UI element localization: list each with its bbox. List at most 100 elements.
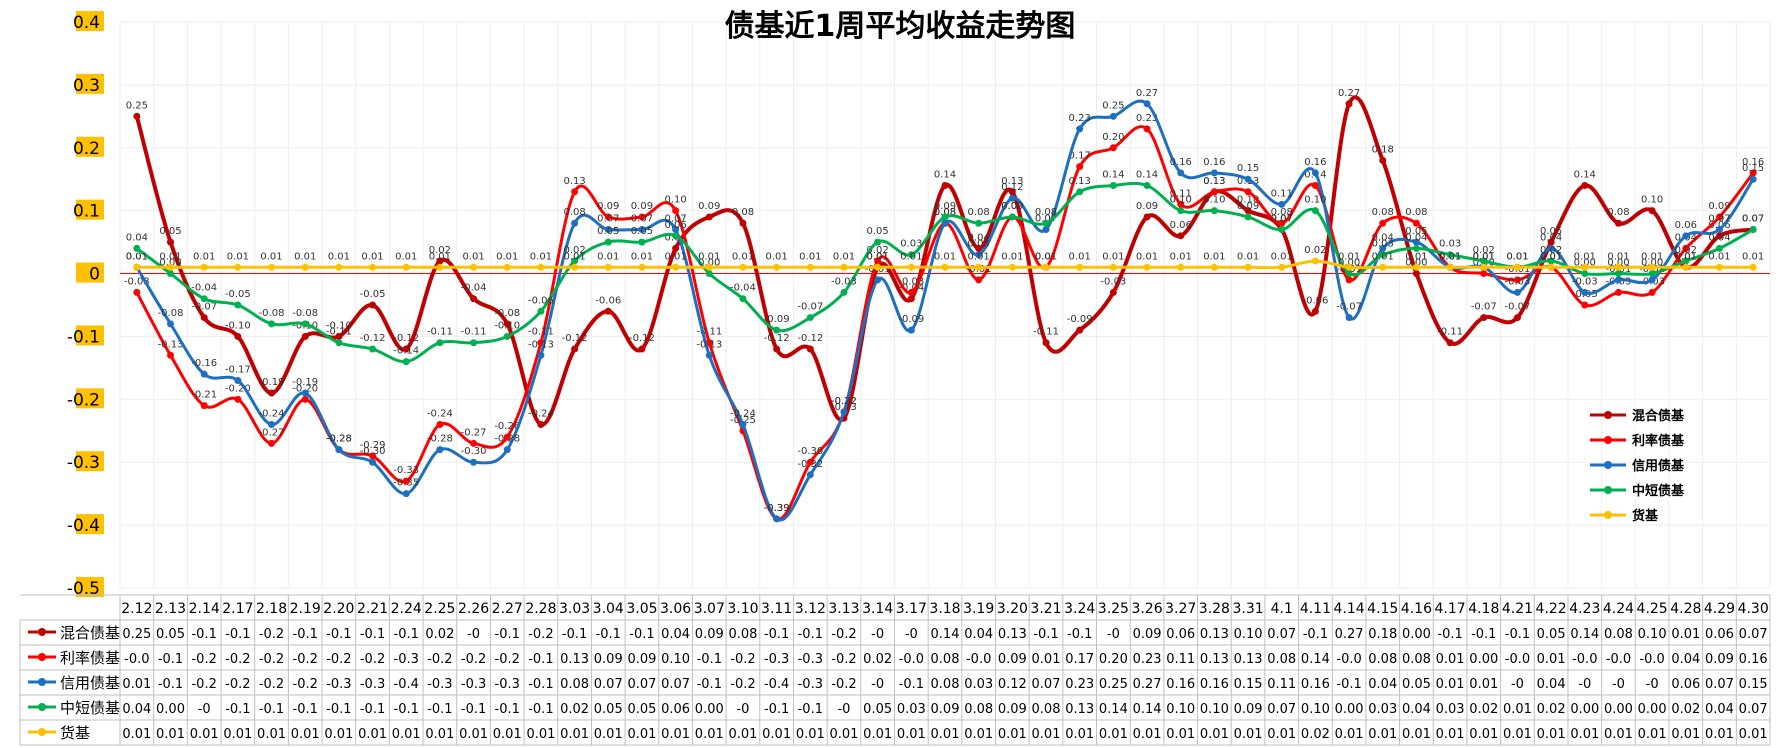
data-point bbox=[1177, 169, 1185, 177]
data-point bbox=[167, 270, 175, 278]
table-cell: 0.07 bbox=[1267, 702, 1296, 717]
table-cell: 0.01 bbox=[1503, 702, 1532, 717]
data-label: 0.09 bbox=[1001, 201, 1023, 212]
table-cell: 0.00 bbox=[156, 702, 185, 717]
data-label: 0.01 bbox=[563, 251, 585, 262]
data-label: -0.05 bbox=[360, 289, 386, 300]
table-cell: -0.3 bbox=[360, 677, 385, 692]
table-cell: 0.01 bbox=[1705, 727, 1734, 742]
x-tick-label: 3.18 bbox=[929, 601, 960, 617]
data-label: 0.07 bbox=[597, 214, 619, 225]
data-point bbox=[1446, 251, 1454, 259]
data-label: 0.04 bbox=[1708, 232, 1730, 243]
table-cell: -0.1 bbox=[360, 627, 385, 642]
table-cell: 0.01 bbox=[1436, 652, 1465, 667]
table-cell: -0.1 bbox=[697, 677, 722, 692]
table-cell: -0.1 bbox=[596, 627, 621, 642]
data-point bbox=[1513, 288, 1521, 296]
data-point bbox=[1076, 326, 1084, 334]
data-label: 0.25 bbox=[1102, 100, 1124, 111]
y-tick-bg bbox=[76, 451, 104, 472]
data-label: 0.07 bbox=[1742, 214, 1764, 225]
table-cell: 0.07 bbox=[1267, 627, 1296, 642]
data-label: -0.39 bbox=[764, 503, 790, 514]
table-cell: 0.04 bbox=[964, 627, 993, 642]
table-cell: 0.01 bbox=[1739, 727, 1768, 742]
table-cell: -0.1 bbox=[1505, 627, 1530, 642]
data-point bbox=[503, 263, 511, 271]
data-label: -0.03 bbox=[1572, 276, 1598, 287]
data-point bbox=[672, 226, 680, 234]
x-tick-label: 2.24 bbox=[391, 601, 422, 617]
data-label: -0.04 bbox=[898, 283, 924, 294]
data-point bbox=[369, 345, 377, 353]
x-tick-label: 4.29 bbox=[1704, 601, 1735, 617]
x-tick-label: 4.28 bbox=[1670, 601, 1701, 617]
table-cell: -0.2 bbox=[259, 652, 284, 667]
data-point bbox=[1311, 169, 1319, 177]
data-point bbox=[470, 339, 478, 347]
data-label: 0.08 bbox=[563, 207, 585, 218]
table-cell: 0.05 bbox=[1537, 627, 1566, 642]
table-cell: 0.01 bbox=[1570, 727, 1599, 742]
data-point bbox=[1614, 276, 1622, 284]
table-cell: -0.0 bbox=[966, 652, 991, 667]
data-label: 0.03 bbox=[1439, 239, 1461, 250]
table-cell: 0.09 bbox=[1705, 652, 1734, 667]
data-label: 0.01 bbox=[496, 251, 518, 262]
x-tick-label: 2.26 bbox=[458, 601, 489, 617]
data-label: 0.08 bbox=[968, 207, 990, 218]
data-point bbox=[907, 251, 915, 259]
data-point bbox=[1345, 314, 1353, 322]
x-tick-label: 3.04 bbox=[593, 601, 624, 617]
table-cell: 0.02 bbox=[1537, 702, 1566, 717]
data-label: 0.01 bbox=[193, 251, 215, 262]
data-point bbox=[167, 320, 175, 328]
table-cell: 0.13 bbox=[1200, 627, 1229, 642]
data-label: -0.22 bbox=[831, 396, 857, 407]
table-cell: -0.3 bbox=[394, 652, 419, 667]
table-cell: 0.07 bbox=[1705, 677, 1734, 692]
data-label: 0.01 bbox=[429, 251, 451, 262]
table-cell: 0.01 bbox=[1436, 677, 1465, 692]
data-label: 0.06 bbox=[1170, 220, 1192, 231]
data-label: 0.01 bbox=[867, 251, 889, 262]
data-label: 0.15 bbox=[1237, 163, 1259, 174]
y-tick-bg bbox=[76, 199, 104, 220]
data-label: -0.07 bbox=[1336, 302, 1362, 313]
table-cell: 0.13 bbox=[1234, 652, 1263, 667]
table-cell: 0.17 bbox=[1065, 652, 1094, 667]
table-cell: -0.2 bbox=[225, 652, 250, 667]
x-tick-label: 2.14 bbox=[189, 601, 220, 617]
x-tick-label: 3.26 bbox=[1131, 601, 1162, 617]
data-point bbox=[1244, 175, 1252, 183]
table-cell: -0.3 bbox=[495, 677, 520, 692]
data-label: 0.08 bbox=[934, 207, 956, 218]
data-label: 0.01 bbox=[361, 251, 383, 262]
data-point bbox=[1648, 270, 1656, 278]
data-label: 0.01 bbox=[867, 251, 889, 262]
data-label: -0.11 bbox=[696, 327, 722, 338]
table-cell: -0.2 bbox=[293, 652, 318, 667]
table-legend-marker bbox=[38, 703, 46, 711]
data-point bbox=[571, 263, 579, 271]
table-cell: -0.2 bbox=[528, 627, 553, 642]
data-point bbox=[470, 263, 478, 271]
table-cell: -0.2 bbox=[831, 627, 856, 642]
y-tick-label: 0.2 bbox=[73, 139, 100, 159]
data-point bbox=[638, 213, 646, 221]
x-tick-label: 3.13 bbox=[828, 601, 859, 617]
data-label: 0.14 bbox=[1574, 170, 1596, 181]
table-cell: -0.1 bbox=[764, 702, 789, 717]
data-label: 0.05 bbox=[1540, 226, 1562, 237]
table-cell: -0.4 bbox=[394, 677, 419, 692]
data-point bbox=[672, 207, 680, 215]
data-point bbox=[1715, 232, 1723, 240]
table-cell: -0.0 bbox=[1639, 652, 1664, 667]
data-point bbox=[1244, 207, 1252, 215]
x-tick-label: 3.21 bbox=[1030, 601, 1061, 617]
x-tick-label: 4.15 bbox=[1367, 601, 1398, 617]
table-cell: -0.0 bbox=[1505, 652, 1530, 667]
data-point bbox=[503, 433, 511, 441]
table-cell: -0 bbox=[467, 627, 480, 642]
